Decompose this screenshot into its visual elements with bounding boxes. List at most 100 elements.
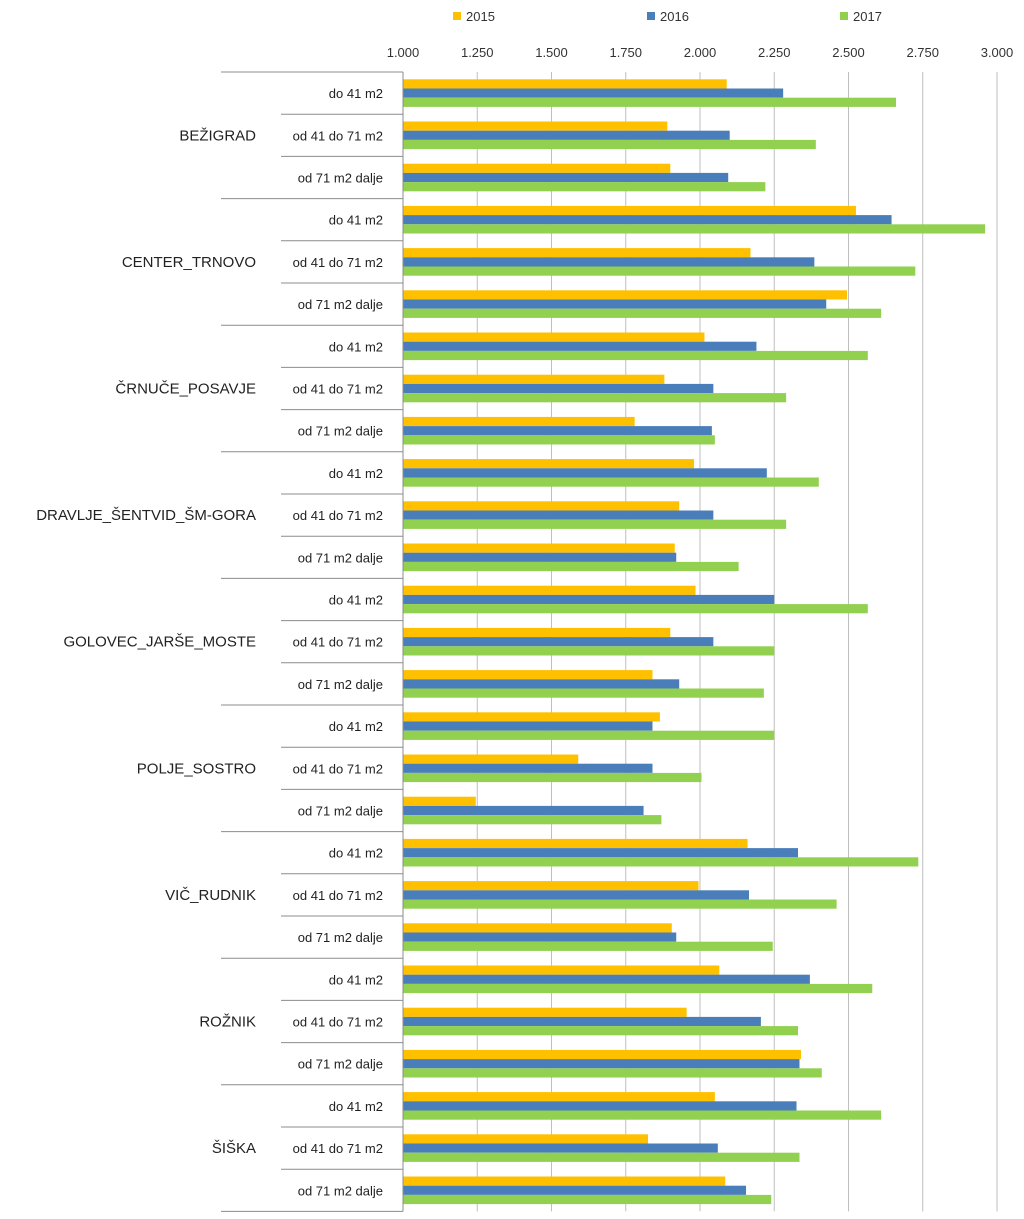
subcategory-label: do 41 m2 [329,86,383,101]
bar [403,1026,799,1036]
subcategory-label: od 71 m2 dalje [298,550,383,565]
bar [403,881,699,891]
bar [403,1110,882,1120]
bar [403,763,653,773]
bar [403,224,986,234]
bar [403,932,677,942]
subcategory-label: od 71 m2 dalje [298,171,383,186]
subcategory-label: od 71 m2 dalje [298,1057,383,1072]
bar [403,974,810,984]
bars [403,79,986,1205]
bar [403,435,715,445]
bar [403,266,916,276]
bar [403,426,712,436]
bar [403,679,680,689]
bar [403,1194,772,1205]
bar [403,848,799,858]
x-tick-label: 3.000 [981,45,1014,60]
bar [403,941,773,951]
bar [403,1176,726,1186]
subcategory-label: do 41 m2 [329,972,383,987]
bar [403,477,819,487]
bar [403,248,751,258]
subcategory-label: do 41 m2 [329,339,383,354]
bar [403,772,702,783]
category-separators [221,71,404,1212]
bar [403,393,787,403]
bar [403,299,827,309]
bar [403,1143,718,1153]
bar [403,130,730,140]
bar [403,215,892,225]
bar [403,1152,800,1162]
group-label: ROŽNIK [199,1014,256,1031]
legend-swatch-2016 [647,12,655,20]
group-label: DRAVLJE_ŠENTVID_ŠM-GORA [36,507,256,524]
subcategory-label: od 41 do 71 m2 [293,888,383,903]
subcategory-label: od 71 m2 dalje [298,1183,383,1198]
group-label: VIČ_RUDNIK [165,887,256,904]
x-tick-label: 2.750 [906,45,939,60]
bar [403,585,696,595]
bar [403,721,653,731]
subcategory-label: od 41 do 71 m2 [293,128,383,143]
bar [403,383,714,394]
bar [403,754,579,764]
x-tick-label: 2.500 [832,45,865,60]
bar [403,290,848,300]
bar [403,646,775,656]
bar [403,121,668,131]
bar [403,552,677,562]
x-tick-label: 2.250 [758,45,791,60]
bar [403,815,662,825]
subcategory-label: od 41 do 71 m2 [293,382,383,397]
legend-label-2015: 2015 [466,9,495,24]
subcategory-label: do 41 m2 [329,1099,383,1114]
x-tick-label: 1.000 [387,45,420,60]
subcategory-label: od 71 m2 dalje [298,930,383,945]
bar [403,519,787,529]
legend-swatch-2015 [453,12,461,20]
bar [403,1068,822,1078]
bar [403,1092,715,1102]
bar [403,341,757,351]
legend-swatch-2017 [840,12,848,20]
bar [403,561,739,572]
bar [403,923,672,933]
subcategory-label: do 41 m2 [329,846,383,861]
bar [403,501,680,511]
bar [403,468,767,478]
bar [403,88,784,98]
subcategory-label: od 41 do 71 m2 [293,255,383,270]
group-label: ČRNUČE_POSAVJE [115,381,256,398]
subcategory-label: od 41 do 71 m2 [293,508,383,523]
bar [403,1134,649,1144]
bar [403,983,873,994]
group-label: ŠIŠKA [212,1140,256,1157]
bar [403,730,775,740]
subcategory-label: do 41 m2 [329,213,383,228]
legend-label-2016: 2016 [660,9,689,24]
category-labels: BEŽIGRAD do 41 m2 od 41 do 71 m2 od 71 m2 d… [36,86,383,1198]
bar [403,510,714,520]
bar [403,1101,797,1111]
subcategory-label: od 71 m2 dalje [298,677,383,692]
bar [403,637,714,647]
subcategory-label: od 41 do 71 m2 [293,1141,383,1156]
subcategory-label: od 71 m2 dalje [298,804,383,819]
subcategory-label: do 41 m2 [329,466,383,481]
bar [403,172,729,183]
group-label: CENTER_TRNOVO [122,254,256,271]
bar [403,805,644,816]
bar [403,1059,800,1069]
bar [403,1007,687,1017]
bar [403,416,635,427]
bar [403,838,748,849]
bar [403,459,695,469]
bar [403,890,750,900]
bar [403,97,897,107]
x-tick-label: 1.500 [535,45,568,60]
bar [403,543,675,553]
